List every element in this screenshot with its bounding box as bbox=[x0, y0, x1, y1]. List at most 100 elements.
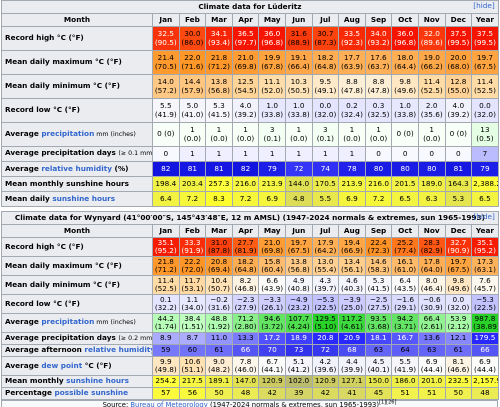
link[interactable]: relative humidity bbox=[41, 163, 112, 173]
row-label: Record high °C (°F) bbox=[1, 237, 153, 257]
link[interactable]: Bureau of Meteorology bbox=[130, 401, 208, 407]
data-row: Average afternoon relative humidity (%)5… bbox=[1, 344, 499, 357]
cell: 0 bbox=[444, 146, 473, 162]
cell: 53.9 (2.12) bbox=[444, 313, 473, 333]
header-row: Month Jan Feb Mar Apr May Jun Jul Aug Sep Oct Nov De… bbox=[1, 13, 499, 27]
cell: 19.1 (66.4) bbox=[284, 50, 313, 75]
data-row: Mean monthly sunshine hours 254.2 217.5 189… bbox=[1, 375, 499, 388]
cell: 0 bbox=[152, 146, 180, 162]
cell: 0 bbox=[391, 146, 419, 162]
column-header: Jun bbox=[284, 13, 313, 27]
text: Record high °C (°F) bbox=[5, 33, 84, 43]
cell: 11.4 (52.5) bbox=[471, 74, 499, 99]
cell: 5.1 (41.2) bbox=[284, 356, 313, 376]
link[interactable]: sunshine hours bbox=[66, 376, 129, 386]
cell: 63 bbox=[417, 344, 446, 357]
cell: 7.2 bbox=[178, 191, 207, 207]
cell: 42 bbox=[258, 387, 286, 400]
cell: 34.0 (93.2) bbox=[364, 26, 393, 51]
cell: 127.1 bbox=[338, 375, 366, 388]
cell: 20.0 (68.0) bbox=[444, 50, 473, 75]
cell: 45 bbox=[364, 387, 393, 400]
row-label: Mean daily minimum °C (°F) bbox=[1, 275, 153, 295]
source-note: Source: Bureau of Meteorology (1947-2024… bbox=[1, 400, 498, 407]
cell: 12.5 (54.5) bbox=[231, 74, 260, 99]
cell: 201.0 bbox=[417, 375, 446, 388]
cell: 7.2 bbox=[364, 191, 393, 207]
cell: 5.5 (41.9) bbox=[152, 98, 180, 123]
hide-toggle[interactable]: [hide] bbox=[473, 212, 495, 221]
cell: 11.0 bbox=[205, 332, 233, 345]
cell: 189.0 bbox=[417, 176, 446, 192]
cell: 254.2 bbox=[152, 375, 180, 388]
link[interactable]: precipitation bbox=[41, 128, 95, 138]
cell: 6.7 (44.1) bbox=[258, 356, 286, 376]
link[interactable]: relative humidity bbox=[84, 345, 153, 355]
cell: 7.6 (45.7) bbox=[471, 275, 499, 295]
hide-toggle[interactable]: [hide] bbox=[473, 1, 495, 10]
cell: 78 bbox=[338, 161, 366, 177]
data-row: Record low °C (°F) 5.5 (41.9) 5.0 (41.0) 5.… bbox=[1, 98, 499, 123]
cell: −0.2 (31.6) bbox=[205, 294, 233, 314]
cell: 0.0 (32.0) bbox=[471, 98, 499, 123]
cell: 22.0 (71.6) bbox=[178, 50, 207, 75]
cell: −3.9 (25.0) bbox=[338, 294, 366, 314]
cell: 34.1 (93.4) bbox=[205, 26, 233, 51]
cell: 0 bbox=[364, 146, 393, 162]
link[interactable]: sunshine hours bbox=[52, 193, 116, 203]
cell: 14.0 (57.2) bbox=[152, 74, 180, 99]
cell: 17.8 (64.0) bbox=[417, 256, 446, 276]
cell: 50 bbox=[205, 387, 233, 400]
cell: 6.6 (43.9) bbox=[258, 275, 286, 295]
cell: 72 bbox=[284, 161, 313, 177]
data-row: Mean monthly sunshine hours 198.4 203.4 257… bbox=[1, 176, 499, 192]
cell: 33.5 (92.3) bbox=[338, 26, 366, 51]
text: Percentage bbox=[5, 388, 55, 398]
cell: 179.5 bbox=[471, 332, 499, 345]
cell: −5.3 (22.5) bbox=[311, 294, 340, 314]
cell: 94.2 (3.71) bbox=[391, 313, 419, 333]
cell: 8.8 (47.8) bbox=[364, 74, 393, 99]
cell: −1.6 (29.1) bbox=[391, 294, 419, 314]
link[interactable]: dew point bbox=[41, 360, 83, 370]
cell: 35.1 (95.2) bbox=[471, 237, 499, 257]
row-label: Record low °C (°F) bbox=[1, 294, 153, 314]
cell: 11.1 (52.0) bbox=[258, 74, 286, 99]
link[interactable]: precipitation bbox=[41, 317, 95, 327]
cell: 79 bbox=[471, 161, 499, 177]
cell: 170.5 bbox=[311, 176, 340, 192]
row-label: Average relative humidity (%) bbox=[1, 161, 153, 177]
cell: 164.3 bbox=[444, 176, 473, 192]
cell: 63 bbox=[364, 344, 393, 357]
cell: 32.0 (89.6) bbox=[417, 26, 446, 51]
cell: 5.3 (41.5) bbox=[205, 98, 233, 123]
cell: 13 (0.5) bbox=[471, 122, 499, 147]
cell: 30.7 (87.3) bbox=[311, 26, 340, 51]
cell: 66.4 (2.61) bbox=[417, 313, 446, 333]
text: Mean daily minimum °C (°F) bbox=[5, 279, 120, 289]
column-header: Year bbox=[471, 13, 499, 27]
link[interactable]: possible sunshine bbox=[54, 388, 129, 398]
cell: 1 (0.0) bbox=[205, 122, 233, 147]
row-label: Mean daily maximum °C (°F) bbox=[1, 256, 153, 276]
cell: 4.2 (39.6) bbox=[311, 356, 340, 376]
cell: 36.5 (97.7) bbox=[231, 26, 260, 51]
cell: −3.3 (26.1) bbox=[258, 294, 286, 314]
row-label: Mean monthly sunshine hours bbox=[1, 176, 153, 192]
cell: 14.6 (58.3) bbox=[364, 256, 393, 276]
cell: 203.4 bbox=[178, 176, 207, 192]
data-row: Mean daily maximum °C (°F) 21.8 (71.2) 22.… bbox=[1, 256, 499, 276]
cell: 56 bbox=[178, 387, 207, 400]
cell: 10.3 (50.5) bbox=[284, 74, 313, 99]
cell: 10.4 (50.7) bbox=[205, 275, 233, 295]
text: mm (inches) bbox=[94, 130, 136, 138]
text: Record low °C (°F) bbox=[5, 298, 80, 308]
cell: 6.5 bbox=[471, 191, 499, 207]
cell: 8.1 (46.6) bbox=[444, 356, 473, 376]
cell: 41 bbox=[338, 387, 366, 400]
cell: 1 bbox=[258, 146, 286, 162]
cell: 4.8 bbox=[284, 191, 313, 207]
cell: 31.0 (87.8) bbox=[205, 237, 233, 257]
text: Mean daily minimum °C (°F) bbox=[5, 81, 120, 91]
cell: 72 bbox=[311, 344, 340, 357]
